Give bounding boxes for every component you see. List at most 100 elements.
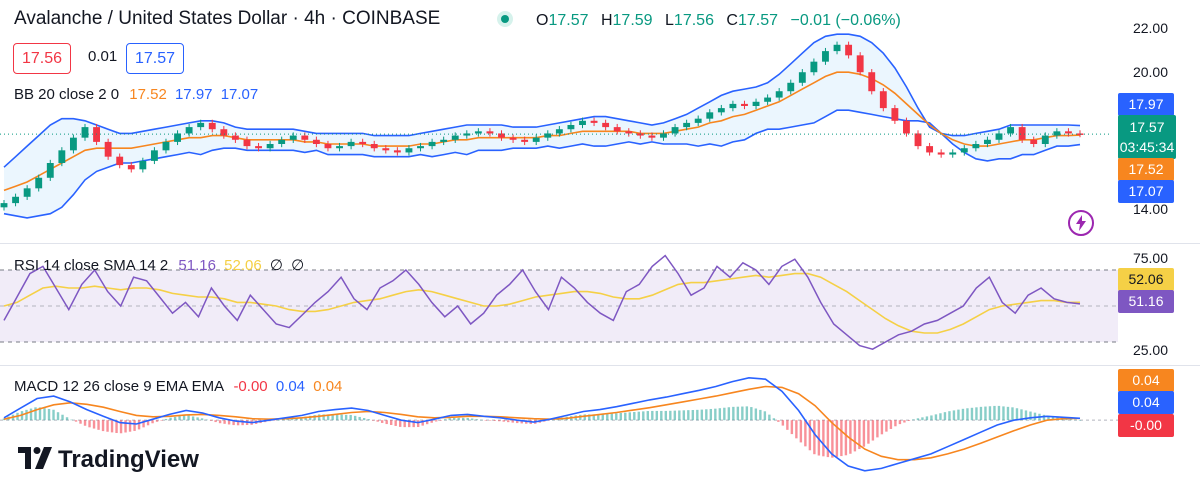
macd-hist-bar (597, 414, 600, 421)
chart-title: Avalanche / United States Dollar · 4h · … (14, 8, 441, 29)
macd-hist-bar (214, 420, 217, 423)
bb-basis-tag: 17.52 (1118, 158, 1174, 181)
macd-hist-bar (466, 417, 469, 421)
candle (717, 108, 725, 113)
macd-hist-bar (547, 420, 550, 421)
rsi-legend[interactable]: RSI 14 close SMA 14 2 51.16 52.06 ∅ ∅ (14, 257, 305, 274)
macd-hist-bar (362, 418, 366, 421)
macd-hist-bar (988, 406, 992, 421)
macd-hist-bar (110, 420, 114, 433)
spread-value: 0.01 (88, 48, 118, 65)
macd-hist-bar (907, 420, 911, 421)
candle (1007, 127, 1015, 134)
macd-hist-bar (65, 417, 69, 421)
macd-hist-bar (416, 420, 420, 428)
macd-hist-bar (331, 414, 334, 421)
candle (451, 135, 459, 140)
candle (231, 135, 239, 140)
high-value: 17.59 (612, 12, 653, 29)
macd-hist-bar (209, 420, 213, 421)
macd-hist-bar (520, 420, 523, 424)
macd-hist-bar (1020, 409, 1023, 421)
macd-hist-bar (196, 417, 199, 421)
candle (208, 122, 216, 130)
macd-hist-bar (867, 420, 870, 444)
market-status-icon[interactable] (497, 11, 513, 27)
macd-hist-bar (691, 409, 695, 421)
ohlc-readout: O17.57 H17.59 L17.56 C17.57 −0.01 (−0.06… (536, 12, 901, 29)
candle (960, 148, 968, 153)
candle (579, 120, 586, 125)
macd-hist-bar (448, 418, 451, 421)
candle (23, 188, 31, 197)
macd-hist-bar (741, 406, 744, 421)
candle (625, 131, 633, 134)
macd-hist-bar (155, 420, 159, 422)
macd-hist-bar (831, 420, 834, 458)
macd-hist-bar (241, 420, 244, 426)
macd-hist-bar (664, 410, 668, 421)
candle (914, 133, 922, 147)
macd-hist-bar (47, 408, 51, 421)
candle (706, 112, 714, 119)
macd-hist-bar (290, 418, 294, 421)
candle (486, 131, 494, 134)
macd-hist-bar (849, 420, 852, 454)
macd-hist-bar (754, 408, 758, 421)
candle (347, 141, 355, 147)
rsi-tick: 75.00 (1132, 250, 1168, 266)
macd-hist-bar (173, 416, 177, 421)
macd-hist-bar (182, 415, 186, 421)
macd-hist-bar (628, 412, 631, 421)
candle (671, 127, 679, 134)
macd-hist-bar (696, 409, 699, 421)
macd-hist-bar (335, 414, 339, 421)
macd-hist-bar (592, 414, 595, 421)
macd-hist-bar (344, 414, 348, 421)
macd-hist-bar (853, 420, 857, 452)
candle (405, 148, 413, 153)
macd-hist-bar (1024, 410, 1028, 421)
candle (1064, 131, 1072, 134)
candle (544, 133, 552, 138)
candle (937, 152, 945, 155)
candle (521, 139, 529, 142)
macd-hist-bar (142, 420, 145, 428)
candle (150, 150, 158, 161)
macd-hist-bar (1029, 411, 1032, 421)
macd-hist-bar (1051, 416, 1055, 421)
macd-hist-bar (340, 414, 343, 421)
candle (278, 139, 286, 144)
candle (289, 135, 297, 140)
sell-price-button[interactable]: 17.56 (13, 43, 72, 74)
macd-hist-bar (966, 408, 969, 421)
macd-hist-bar (205, 419, 208, 421)
flash-icon[interactable] (1068, 210, 1094, 236)
candle (972, 144, 980, 149)
macd-hist-bar (313, 415, 316, 421)
macd-hist-bar (394, 420, 397, 426)
pane-divider[interactable] (0, 243, 1200, 244)
buy-price-button[interactable]: 17.57 (126, 43, 185, 74)
macd-hist-bar (97, 420, 100, 430)
macd-hist-bar (840, 420, 843, 457)
bb-legend[interactable]: BB 20 close 2 0 17.52 17.97 17.07 (14, 86, 259, 103)
macd-line (3, 376, 1081, 472)
macd-line-tag: 0.04 (1118, 391, 1174, 414)
macd-hist-bar (822, 420, 825, 457)
close-value: 17.57 (737, 12, 779, 29)
rsi-line (3, 254, 1081, 351)
macd-hist-bar (903, 420, 906, 423)
candle (474, 131, 482, 134)
candle (798, 72, 806, 83)
candle (220, 129, 228, 136)
candle (440, 139, 448, 142)
candle (590, 120, 598, 123)
macd-legend[interactable]: MACD 12 26 close 9 EMA EMA -0.00 0.04 0.… (14, 378, 343, 395)
macd-hist-bar (43, 408, 46, 421)
pane-divider[interactable] (0, 365, 1200, 366)
macd-hist-bar (745, 406, 749, 421)
macd-hist-bar (673, 410, 677, 421)
bar-countdown: 03:45:34 (1119, 139, 1175, 155)
